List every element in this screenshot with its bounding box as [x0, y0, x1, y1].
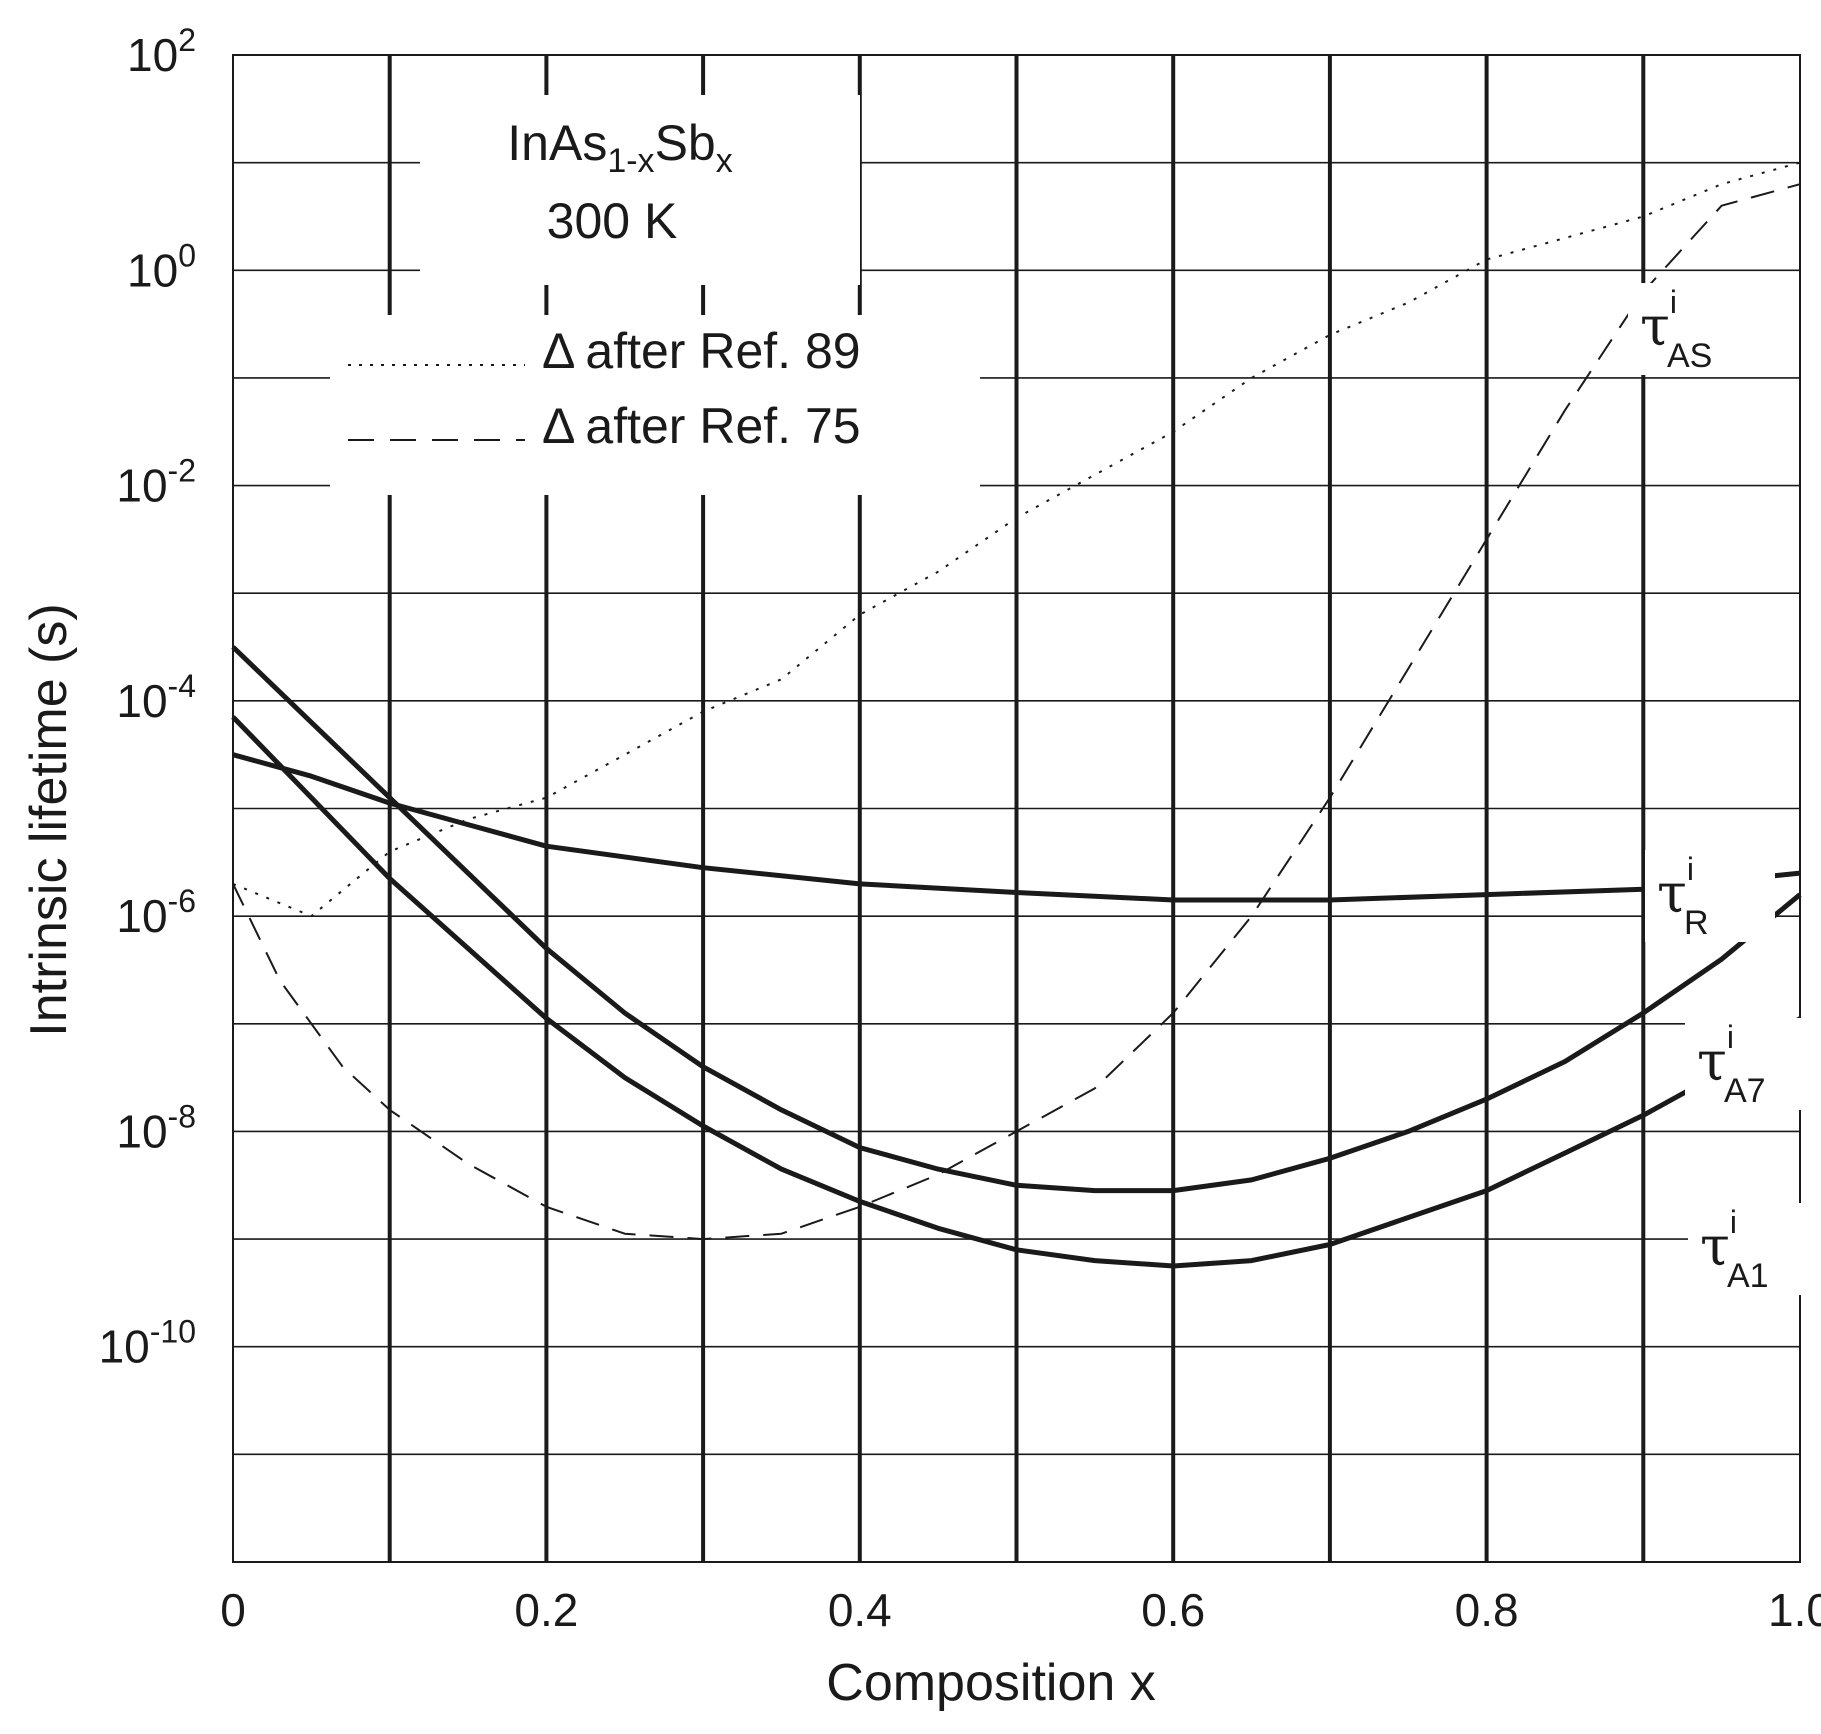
x-tick-label: 0.8	[1455, 1584, 1519, 1636]
curve-label-a7: τi A7	[1697, 1019, 1766, 1110]
series-line-1	[232, 183, 1801, 1241]
material-annotation: InAs1-xSbx 300 K	[420, 95, 860, 285]
curve-labels: τi AS τi R τi A7 τi A1	[1628, 283, 1818, 1295]
x-tick-labels: 0 0.2 0.4 0.6 0.8 1.0	[220, 1584, 1821, 1636]
y-tick-labels: 102 100 10-2 10-4 10-6 10-8 10-10	[99, 22, 196, 1373]
y-tick-label: 102	[127, 22, 196, 81]
y-tick-label: 10-8	[116, 1098, 196, 1157]
curve-label-as: τi AS	[1640, 284, 1712, 375]
curve-label-r: τi R	[1657, 851, 1709, 942]
major-gridlines	[387, 55, 1646, 1562]
series-line-0	[232, 161, 1801, 918]
x-tick-label: 0	[220, 1584, 246, 1636]
plot-frame	[232, 54, 1801, 1563]
annotation-temperature: 300 K	[547, 193, 678, 249]
series-line-4	[231, 715, 1802, 1269]
x-axis-title: Composition x	[826, 1654, 1155, 1712]
series-line-3	[231, 645, 1802, 1194]
y-tick-label: 10-6	[116, 883, 196, 942]
y-axis-title: Intrinsic lifetime (s)	[20, 603, 78, 1036]
x-tick-label: 0.6	[1141, 1584, 1205, 1636]
y-tick-label: 10-4	[116, 668, 196, 727]
series-layer	[231, 161, 1802, 1269]
annotation-material: InAs1-xSbx	[507, 115, 732, 180]
y-tick-label: 100	[127, 237, 196, 296]
x-tick-label: 0.4	[828, 1584, 892, 1636]
x-tick-label: 0.2	[514, 1584, 578, 1636]
y-tick-label: 10-10	[99, 1314, 196, 1373]
x-tick-label: 1.0	[1768, 1584, 1821, 1636]
series-line-2	[232, 752, 1801, 903]
y-tick-label: 10-2	[116, 453, 196, 512]
curve-label-a1: τi A1	[1700, 1204, 1769, 1295]
